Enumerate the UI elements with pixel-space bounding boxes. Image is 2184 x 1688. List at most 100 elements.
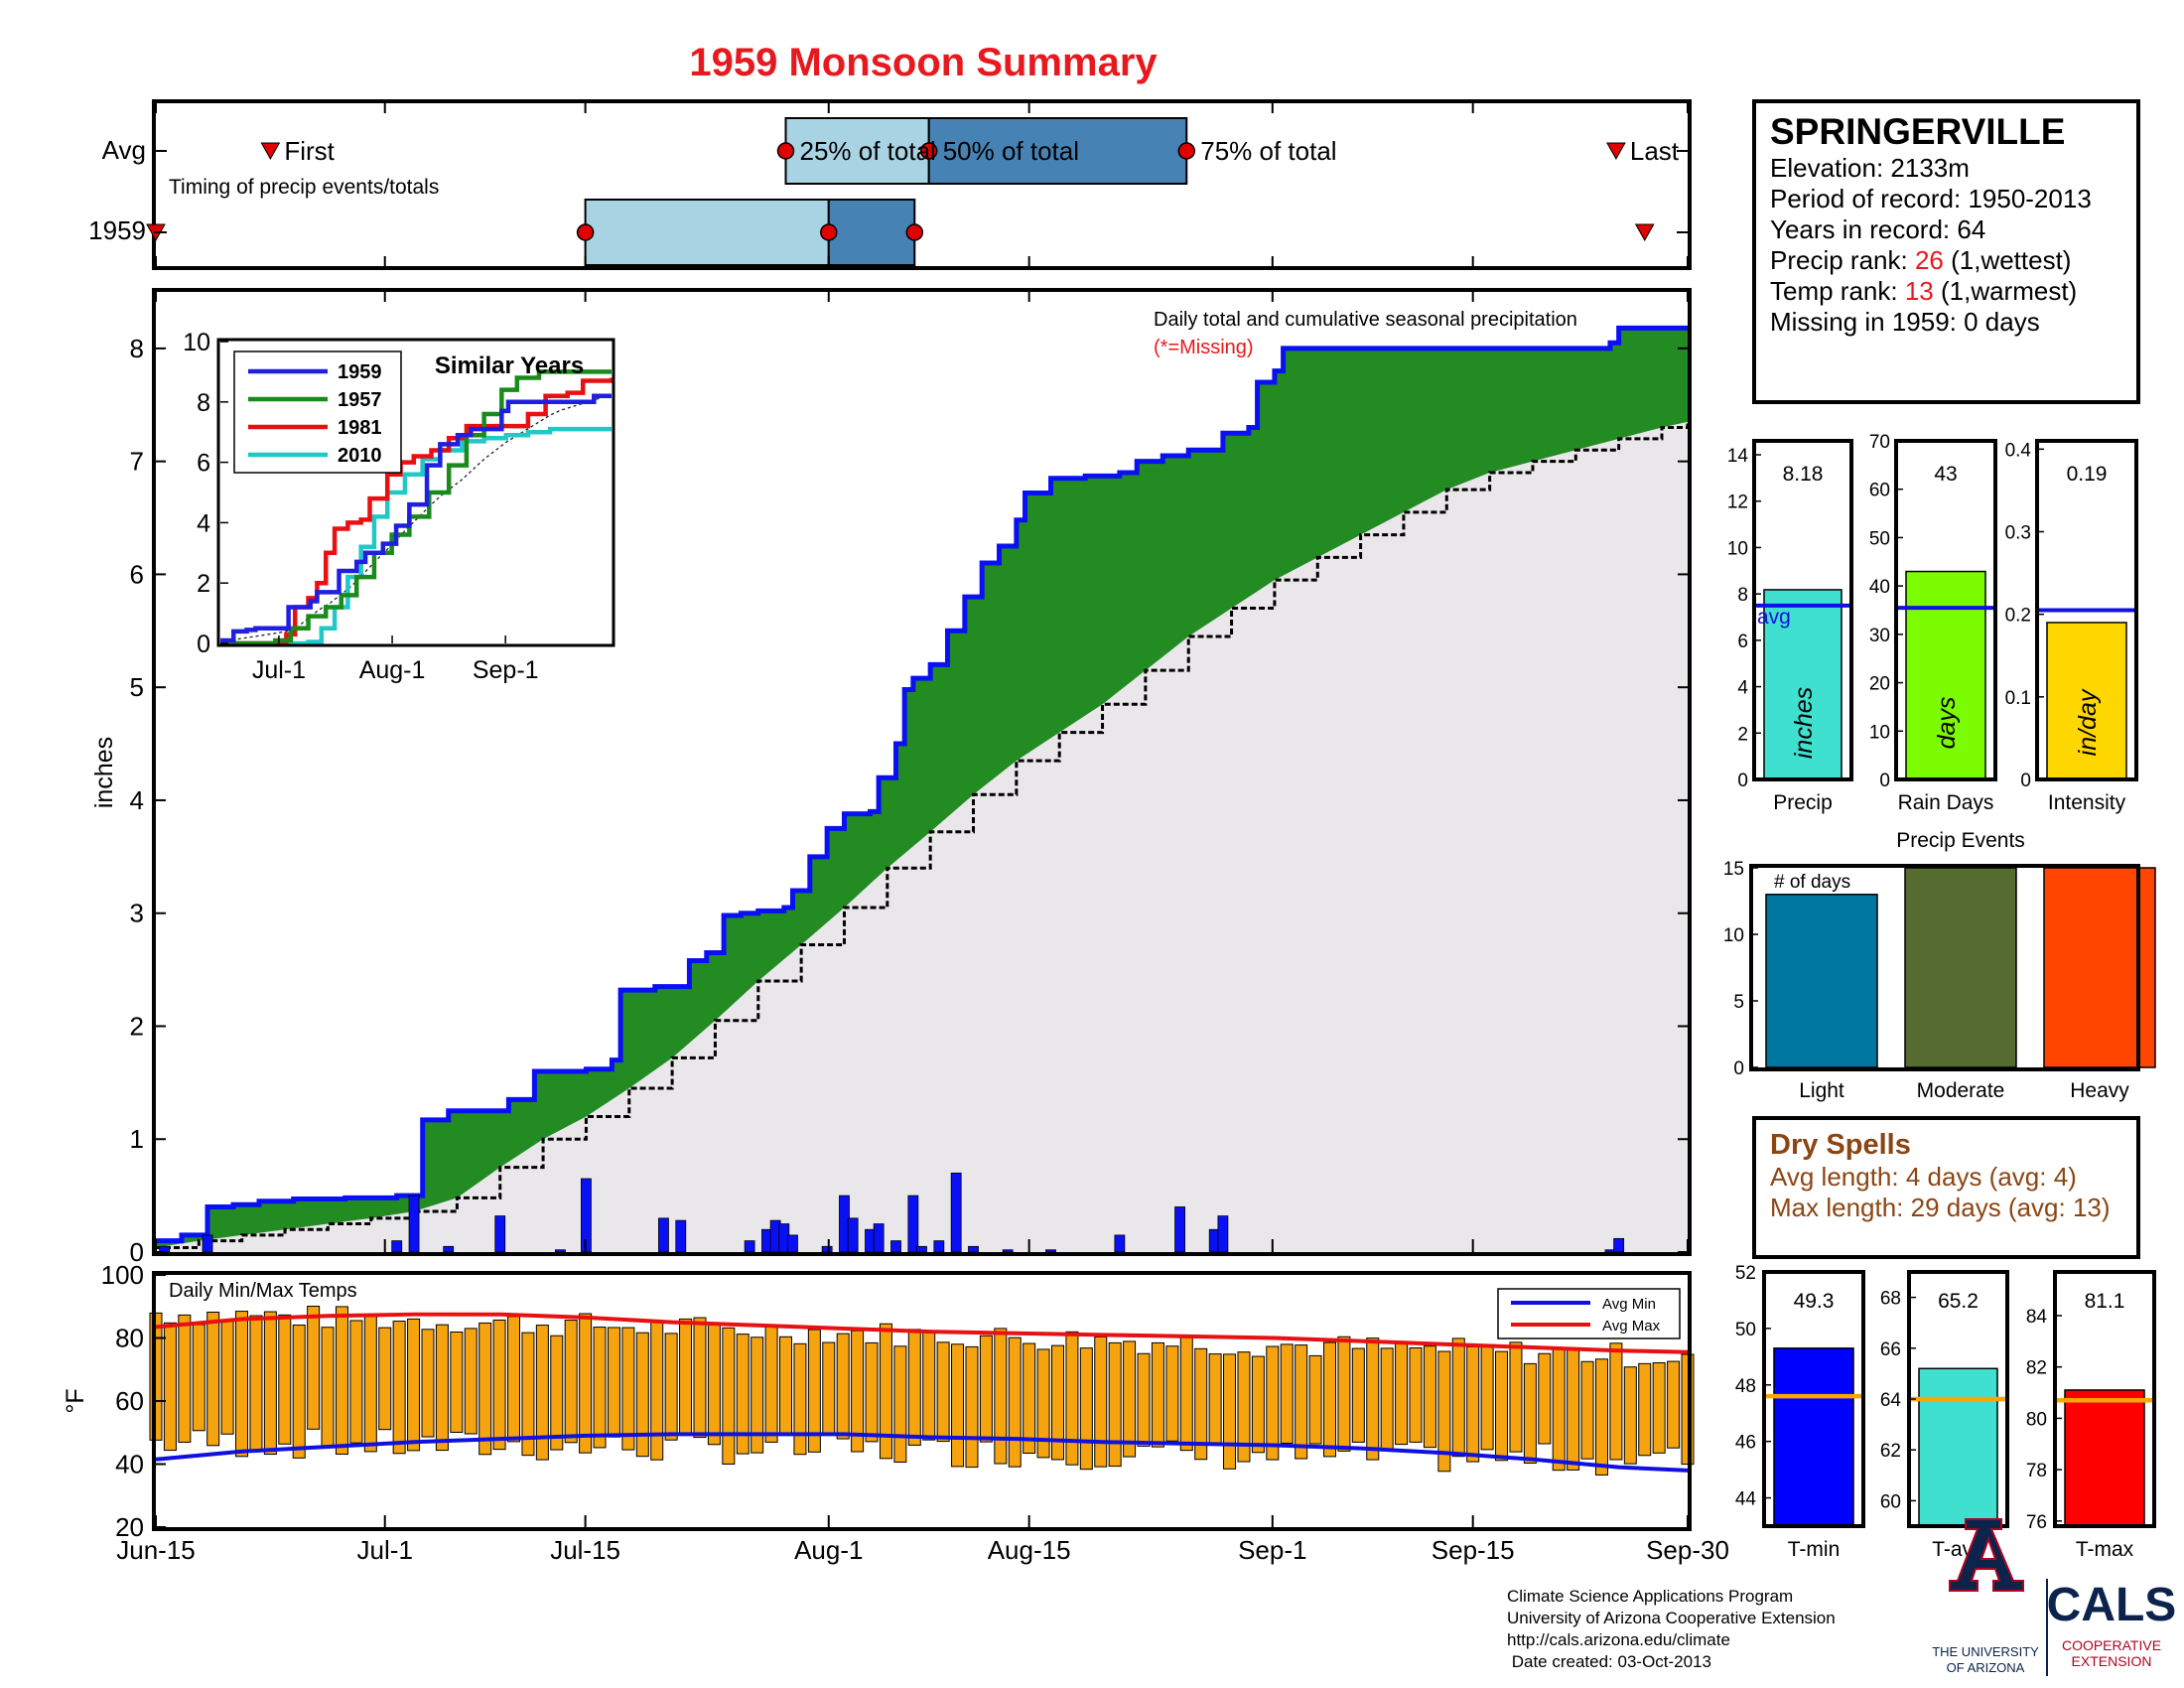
daily-temp-bar (951, 1343, 965, 1468)
summary-y-tick-label: 8 (1737, 585, 1748, 606)
daily-temp-bar (1050, 1344, 1064, 1461)
station-line-value: 26 (1915, 245, 1944, 275)
precip-panel: 0 1 2 3 4 5 6 7 8 Daily total and cumulative sea… (90, 288, 1692, 1267)
temp-summary-y-tick-label: 64 (1880, 1390, 1902, 1411)
daily-temp-bar (1208, 1353, 1222, 1444)
timing-box-50-75-avg (927, 117, 1188, 185)
daily-temp-bar (664, 1333, 678, 1441)
daily-temp-bar (249, 1315, 263, 1453)
station-line: Period of record: 1950-2013 (1770, 184, 2092, 213)
summary-y-tick-label: 0.1 (2005, 688, 2031, 709)
temp-summary-y-tick-label: 68 (1880, 1289, 1901, 1310)
daily-precip-bar (916, 1245, 927, 1253)
daily-temp-bar (321, 1327, 335, 1447)
daily-temp-bar (1036, 1348, 1050, 1459)
daily-temp-bar (550, 1335, 564, 1451)
precip-event-category: Heavy (2070, 1079, 2129, 1102)
summary-y-tick-label: 10 (1727, 538, 1748, 559)
summary-y-tick-label: 0 (2020, 771, 2031, 791)
summary-unit-label: in/day (2074, 688, 2102, 756)
university-of-arizona-logo: THE UNIVERSITY OF ARIZONA (1932, 1518, 2039, 1675)
temperature-panel: 20 40 60 80 100 Jun-15 Jul-1 Jul-15 Aug-1 Aug-15 S… (62, 1260, 1729, 1565)
daily-temp-bar (1137, 1352, 1151, 1447)
daily-temp-bar (163, 1322, 177, 1452)
daily-temp-bar (751, 1336, 764, 1454)
summary-value-label: 0.19 (2067, 463, 2108, 486)
temp-summary-y-tick-label: 76 (2026, 1512, 2047, 1533)
inset-x-tick-label: Aug-1 (359, 656, 426, 684)
daily-temp-bar (965, 1345, 979, 1469)
daily-precip-bar (873, 1223, 885, 1253)
summary-y-tick-label: 60 (1869, 481, 1890, 501)
temp-summary-frame (2053, 1270, 2156, 1528)
daily-temp-bar (979, 1335, 993, 1443)
temp-summary-y-tick-label: 62 (1880, 1441, 1901, 1462)
daily-temp-bar (363, 1314, 377, 1453)
daily-temp-bar (693, 1317, 707, 1439)
temperature-panel-frame (152, 1271, 1692, 1531)
daily-temp-bar (994, 1328, 1008, 1465)
daily-temp-bar (1652, 1362, 1666, 1454)
timing-first-last-marker (1634, 223, 1655, 242)
station-line-suffix: (1,warmest) (1934, 276, 2077, 306)
daily-precip-bar (890, 1240, 901, 1253)
summary-y-tick-label: 0.3 (2005, 522, 2031, 543)
daily-precip-bar (907, 1195, 919, 1253)
inset-legend-label-1959: 1959 (338, 361, 382, 383)
precip-y-tick-label: 0 (130, 1237, 144, 1267)
summary-y-tick-label: 40 (1869, 577, 1890, 598)
x-axis-date-label: Aug-1 (794, 1535, 863, 1565)
precip-event-bar-Moderate (1904, 867, 2017, 1068)
temp-summary-frame (1762, 1270, 1865, 1528)
daily-temp-bar (1409, 1347, 1423, 1443)
temp-y-tick-label: 100 (101, 1260, 144, 1290)
daily-temp-bar (1123, 1340, 1137, 1458)
timing-marks: First 25% of total 50% of total 75% of tota… (146, 101, 1690, 268)
daily-temp-bar (650, 1320, 664, 1461)
x-axis-date-label: Aug-15 (988, 1535, 1071, 1565)
temp-summary-value-label: 81.1 (2085, 1290, 2125, 1313)
precip-panel-frame (152, 288, 1692, 1256)
station-line-label: Precip rank: (1770, 245, 1915, 275)
inset-series-line-2010 (220, 426, 612, 646)
footer-line-1: Climate Science Applications Program (1507, 1587, 1793, 1606)
inset-y-tick-label: 10 (183, 329, 210, 356)
daily-temp-bar (1366, 1337, 1380, 1461)
daily-precip-bar (1174, 1206, 1185, 1253)
summary-y-tick-label: 30 (1869, 626, 1890, 646)
summary-y-tick-label: 10 (1869, 722, 1890, 743)
cumulative-excess-area (156, 328, 1688, 1248)
temp-summary-bar-T-min (1773, 1347, 1854, 1527)
inset-y-tick-label: 4 (197, 509, 210, 537)
x-axis-date-label: Sep-1 (1238, 1535, 1306, 1565)
daily-temp-bar (836, 1333, 850, 1440)
precip-event-category: Light (1799, 1079, 1844, 1102)
precip-events-frame (1749, 864, 2140, 1071)
summary-value-label: 43 (1934, 463, 1957, 486)
daily-temp-bar (1523, 1362, 1537, 1465)
station-name: SPRINGERVILLE (1770, 111, 2065, 152)
daily-temp-bar (220, 1320, 234, 1435)
timing-panel: First 25% of total 50% of total 75% of tota… (88, 99, 1692, 270)
precip-events-y-tick-label: 10 (1723, 925, 1744, 946)
temp-y-tick-label: 20 (115, 1512, 144, 1542)
figure-title: 1959 Monsoon Summary (689, 41, 1158, 84)
timing-75-label: 75% of total (1200, 136, 1336, 166)
daily-temp-bar (1351, 1347, 1365, 1443)
daily-temp-bar (307, 1306, 321, 1430)
station-line-label: Missing in 1959: (1770, 307, 1964, 337)
daily-temp-bar (564, 1320, 578, 1444)
daily-temp-bar (1079, 1347, 1093, 1471)
station-line-value: 2133m (1890, 153, 1970, 183)
legend-avg-max-label: Avg Max (1602, 1318, 1661, 1335)
inset-y-tick-label: 2 (197, 570, 210, 598)
seasonal-summary-bars: 8.18 Precip inches 0 2 4 6 8 10 12 14 43 Rain Days da… (1727, 432, 2138, 814)
daily-temp-bar (1194, 1347, 1208, 1461)
temp-summary-y-tick-label: 50 (1735, 1320, 1756, 1340)
temp-summary-y-tick-label: 84 (2026, 1307, 2048, 1328)
timing-panel-frame (152, 99, 1692, 270)
daily-temp-bar (736, 1334, 750, 1455)
daily-temp-bar (1251, 1355, 1265, 1454)
cals-logo-line-3: EXTENSION (2072, 1653, 2152, 1669)
